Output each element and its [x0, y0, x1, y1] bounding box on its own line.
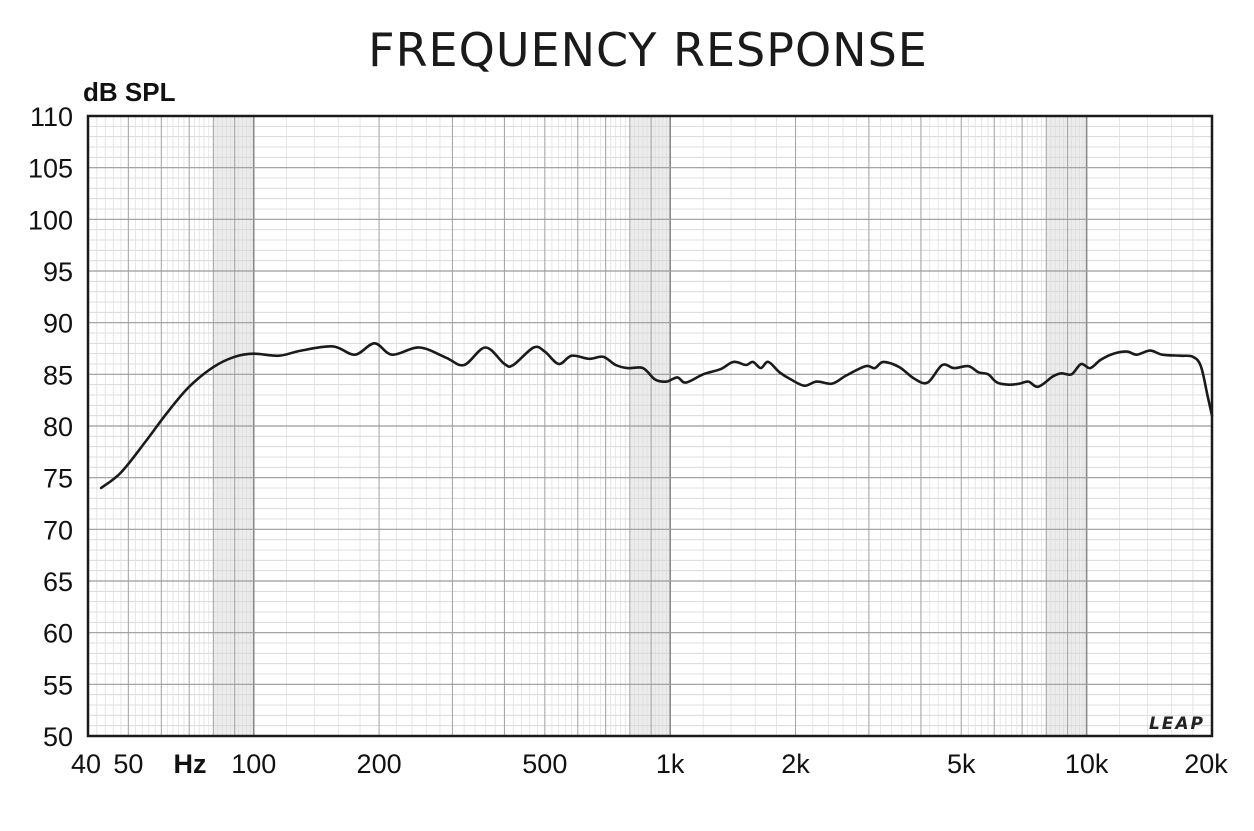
y-tick-label: 95: [43, 257, 73, 287]
x-tick-label: 40: [71, 749, 101, 779]
y-tick-label: 90: [43, 309, 73, 339]
frequency-response-line: [99, 342, 1214, 490]
y-tick-label: 60: [43, 619, 73, 649]
y-tick-label: 75: [43, 464, 73, 494]
x-tick-label: 500: [522, 749, 567, 779]
x-tick-label: 100: [231, 749, 276, 779]
y-tick-label: 110: [30, 102, 73, 132]
y-tick-label: 55: [43, 670, 73, 700]
y-tick-label: 100: [28, 205, 73, 235]
y-tick-label: 70: [43, 515, 73, 545]
x-tick-label: 10k: [1065, 749, 1109, 779]
y-tick-label: 85: [43, 360, 73, 390]
y-tick-label: 80: [43, 412, 73, 442]
x-tick-label: 200: [357, 749, 402, 779]
y-tick-labels: 50 55 60 65 70 75 80 85 90 95 100 105 110: [28, 102, 73, 752]
x-tick-label: 50: [113, 749, 143, 779]
y-tick-label: 65: [43, 567, 73, 597]
leap-watermark-logo: LEAP: [1149, 714, 1205, 734]
y-axis-label: dB SPL: [83, 77, 176, 107]
plot-grid: [88, 116, 1212, 736]
x-tick-label: 2k: [781, 749, 810, 779]
series-layer: [99, 342, 1214, 490]
chart-title: FREQUENCY RESPONSE: [368, 23, 928, 77]
y-tick-label: 50: [43, 722, 73, 752]
plot-frame: [86, 114, 1214, 738]
x-axis-unit-label: Hz: [174, 749, 207, 779]
y-tick-label: 105: [28, 154, 73, 184]
x-tick-label: 20k: [1184, 749, 1228, 779]
x-tick-labels: 40 50 100 200 500 1k 2k 5k 10k 20k: [71, 749, 1228, 779]
x-tick-label: 5k: [947, 749, 976, 779]
x-tick-label: 1k: [656, 749, 685, 779]
